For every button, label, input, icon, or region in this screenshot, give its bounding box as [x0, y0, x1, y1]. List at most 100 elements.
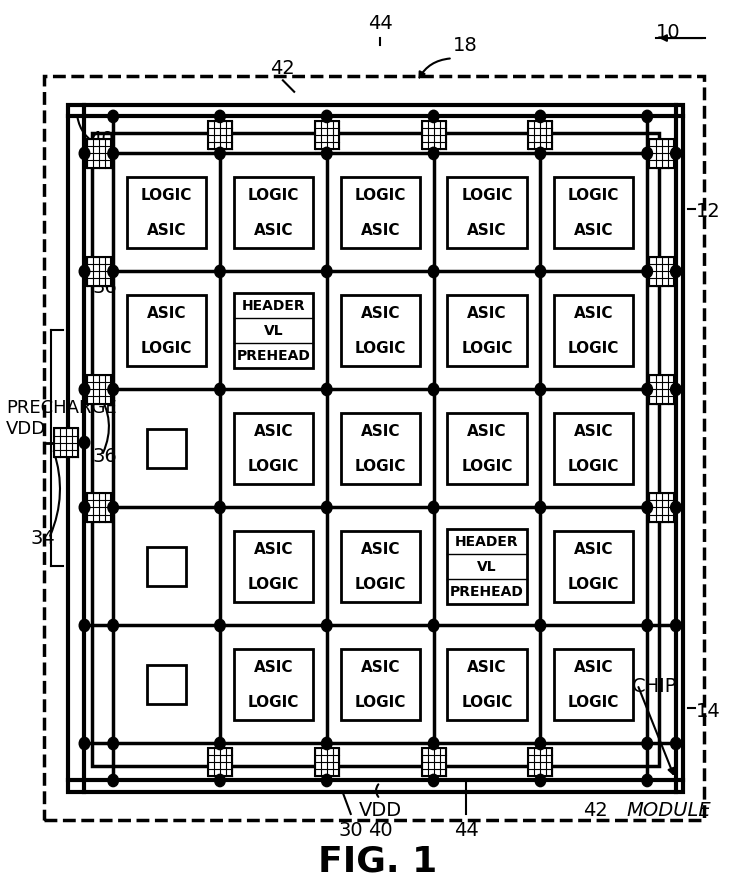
Circle shape — [642, 774, 652, 787]
Text: ASIC: ASIC — [574, 541, 613, 556]
Text: 42: 42 — [584, 801, 608, 820]
Circle shape — [321, 266, 332, 278]
Text: ASIC: ASIC — [147, 224, 186, 238]
Bar — [447, 178, 526, 248]
Bar — [127, 296, 206, 366]
Text: PREHEAD: PREHEAD — [236, 348, 310, 363]
Text: 40: 40 — [89, 129, 114, 149]
Circle shape — [215, 111, 225, 123]
Circle shape — [535, 620, 545, 632]
Bar — [44, 77, 703, 820]
Circle shape — [79, 502, 90, 514]
Text: HEADER: HEADER — [455, 535, 519, 549]
Text: PREHEAD: PREHEAD — [450, 584, 524, 598]
Text: ASIC: ASIC — [360, 305, 400, 320]
Text: 18: 18 — [452, 35, 477, 55]
Bar — [208, 748, 232, 776]
Circle shape — [79, 384, 90, 396]
Circle shape — [428, 502, 439, 514]
Bar — [554, 532, 633, 602]
Circle shape — [215, 502, 225, 514]
Text: 14: 14 — [695, 701, 720, 721]
Text: 36: 36 — [92, 277, 117, 297]
Bar — [234, 649, 313, 720]
Circle shape — [79, 266, 90, 278]
Text: ASIC: ASIC — [574, 224, 613, 238]
Text: LOGIC: LOGIC — [461, 341, 513, 356]
Circle shape — [535, 111, 545, 123]
Bar — [341, 296, 419, 366]
Circle shape — [670, 148, 681, 160]
Text: ASIC: ASIC — [147, 305, 186, 320]
Circle shape — [428, 774, 439, 787]
Circle shape — [670, 737, 681, 750]
Circle shape — [321, 737, 332, 750]
Circle shape — [215, 620, 225, 632]
Bar — [554, 414, 633, 484]
Text: LOGIC: LOGIC — [461, 187, 513, 202]
Circle shape — [642, 148, 652, 160]
Bar — [341, 532, 419, 602]
Circle shape — [428, 111, 439, 123]
Text: ASIC: ASIC — [253, 541, 293, 556]
Bar — [87, 494, 111, 522]
Bar — [87, 376, 111, 404]
Text: 44: 44 — [454, 820, 478, 840]
Circle shape — [428, 737, 439, 750]
Circle shape — [428, 620, 439, 632]
Text: ASIC: ASIC — [360, 659, 400, 674]
Text: LOGIC: LOGIC — [568, 187, 619, 202]
Circle shape — [108, 774, 118, 787]
Circle shape — [108, 502, 118, 514]
Text: 10: 10 — [656, 23, 681, 42]
Circle shape — [108, 384, 118, 396]
Circle shape — [321, 620, 332, 632]
Bar — [314, 121, 339, 150]
Text: FIG. 1: FIG. 1 — [317, 844, 437, 877]
Text: LOGIC: LOGIC — [568, 459, 619, 474]
Bar — [447, 530, 526, 604]
Text: 44: 44 — [368, 13, 392, 33]
Circle shape — [535, 774, 545, 787]
Bar — [554, 296, 633, 366]
Circle shape — [535, 384, 545, 396]
Text: ASIC: ASIC — [574, 305, 613, 320]
Bar — [314, 748, 339, 776]
Text: LOGIC: LOGIC — [354, 577, 406, 592]
Bar — [528, 748, 552, 776]
Bar — [554, 178, 633, 248]
Text: LOGIC: LOGIC — [354, 341, 406, 356]
Text: LOGIC: LOGIC — [354, 459, 406, 474]
Circle shape — [79, 436, 90, 449]
Text: ASIC: ASIC — [253, 224, 293, 238]
Bar — [208, 121, 232, 150]
Text: 36: 36 — [92, 446, 117, 466]
Bar — [528, 121, 552, 150]
Text: LOGIC: LOGIC — [568, 577, 619, 592]
Bar — [341, 178, 419, 248]
Text: 30: 30 — [339, 820, 363, 840]
Text: LOGIC: LOGIC — [354, 695, 406, 710]
Circle shape — [215, 737, 225, 750]
Circle shape — [428, 148, 439, 160]
Circle shape — [215, 774, 225, 787]
Circle shape — [215, 266, 225, 278]
Circle shape — [215, 384, 225, 396]
Circle shape — [428, 266, 439, 278]
Text: ASIC: ASIC — [360, 541, 400, 556]
Circle shape — [321, 502, 332, 514]
Circle shape — [535, 148, 545, 160]
Text: ASIC: ASIC — [360, 224, 400, 238]
Bar — [234, 294, 313, 368]
Bar — [234, 178, 313, 248]
Circle shape — [108, 620, 118, 632]
Bar — [649, 140, 673, 168]
Circle shape — [535, 502, 545, 514]
Bar — [341, 649, 419, 720]
Circle shape — [108, 266, 118, 278]
Bar — [147, 547, 186, 586]
Text: VDD: VDD — [358, 801, 402, 820]
Circle shape — [535, 737, 545, 750]
Text: ASIC: ASIC — [467, 305, 507, 320]
Circle shape — [535, 266, 545, 278]
